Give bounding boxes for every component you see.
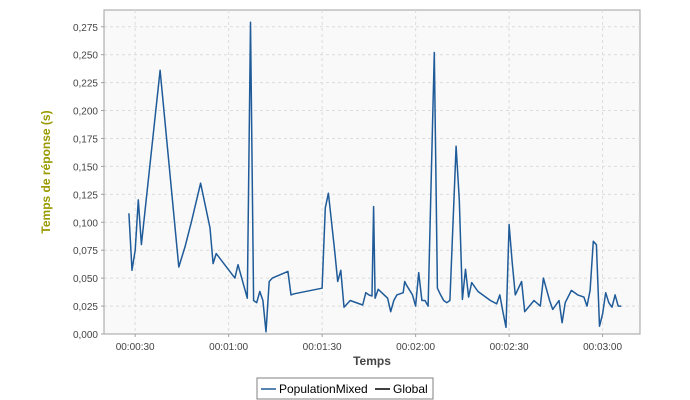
y-tick-label: 0,175 — [73, 134, 98, 145]
legend-box — [256, 377, 434, 400]
legend-label-population-mixed: PopulationMixed — [279, 382, 368, 396]
x-axis-title: Temps — [353, 354, 391, 368]
x-tick-label: 00:02:30 — [490, 342, 529, 353]
y-tick-label: 0,100 — [73, 218, 98, 229]
y-tick-label: 0,000 — [73, 330, 98, 341]
legend: PopulationMixed Global — [256, 377, 434, 400]
y-tick-label: 0,275 — [73, 23, 98, 34]
x-tick-label: 00:01:00 — [209, 342, 248, 353]
x-axis-ticks: 00:00:30 00:01:00 00:01:30 00:02:00 00:02:30… — [116, 334, 623, 353]
x-tick-label: 00:00:30 — [116, 342, 155, 353]
y-tick-label: 0,075 — [73, 246, 98, 257]
series-line-population-mixed — [128, 21, 622, 333]
y-tick-label: 0,050 — [73, 274, 98, 285]
x-tick-label: 00:03:00 — [583, 342, 622, 353]
y-tick-label: 0,125 — [73, 190, 98, 201]
y-tick-label: 0,225 — [73, 79, 98, 90]
y-tick-label: 0,250 — [73, 51, 98, 62]
legend-label-global: Global — [393, 382, 428, 396]
x-tick-label: 00:01:30 — [303, 342, 342, 353]
y-tick-label: 0,200 — [73, 107, 98, 118]
grid-lines — [104, 10, 640, 334]
y-tick-label: 0,150 — [73, 162, 98, 173]
series-layer — [128, 21, 622, 333]
x-tick-label: 00:02:00 — [396, 342, 435, 353]
y-axis-ticks: 0,000 0,025 0,050 0,075 0,100 0,125 0,150 0,175… — [73, 23, 104, 341]
y-axis-title: Temps de réponse (s) — [39, 110, 53, 233]
y-tick-label: 0,025 — [73, 302, 98, 313]
